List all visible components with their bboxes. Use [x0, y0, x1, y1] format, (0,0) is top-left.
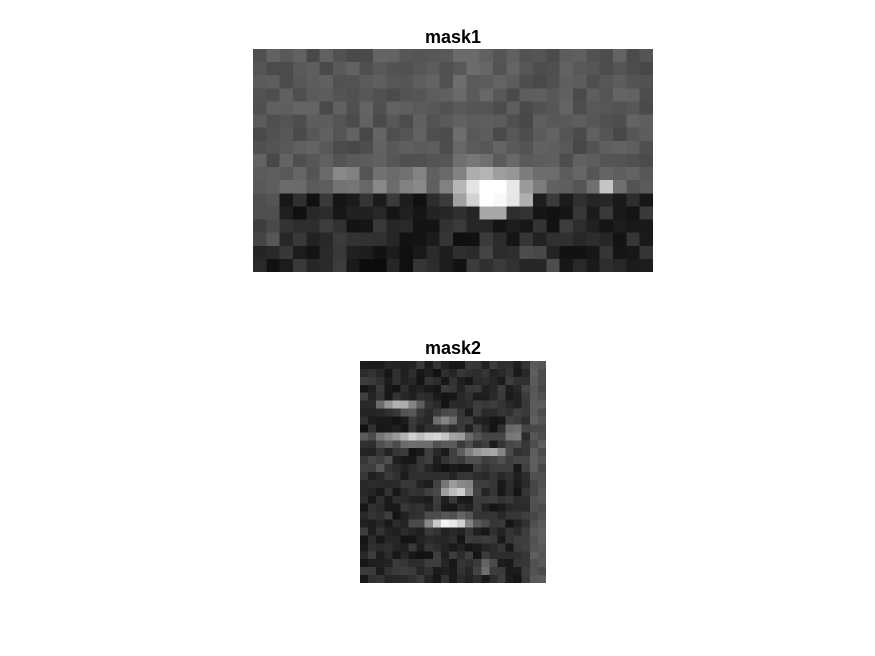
mask2-title: mask2 — [424, 338, 482, 358]
mask1-title: mask1 — [424, 27, 482, 47]
mask2-image — [360, 361, 546, 583]
mask1-image — [253, 49, 653, 272]
